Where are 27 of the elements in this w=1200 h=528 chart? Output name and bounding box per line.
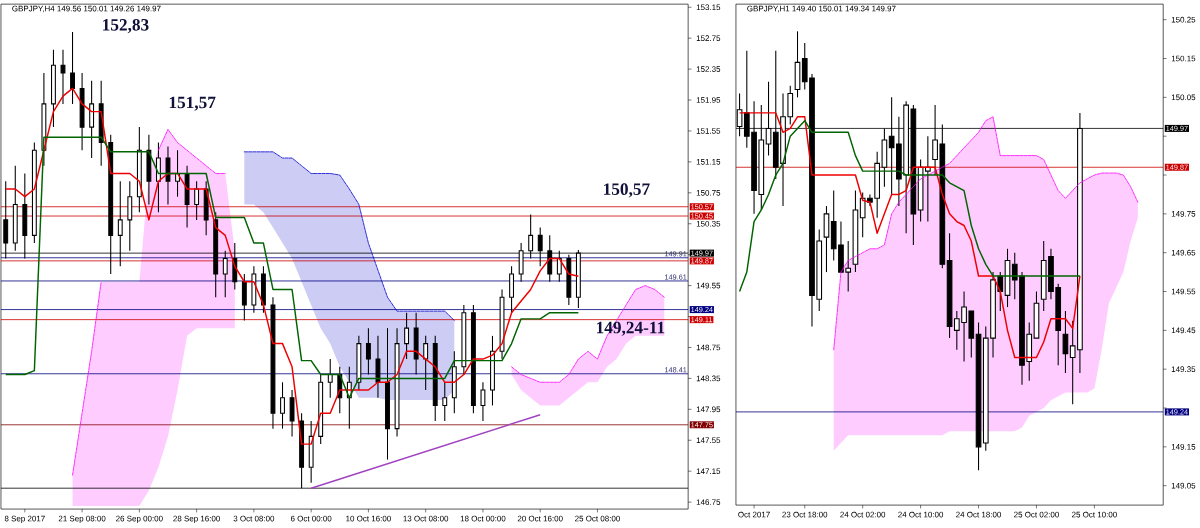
annotation: 150,57 [604, 183, 650, 198]
candlestick [480, 381, 486, 422]
candlestick [375, 335, 381, 399]
candlestick [289, 389, 295, 437]
candlestick [385, 327, 390, 461]
candlestick [184, 165, 190, 229]
candlestick [499, 288, 505, 360]
candlestick [461, 304, 467, 376]
candlestick [51, 49, 56, 128]
annotation: 151,57 [169, 96, 216, 111]
candlestick [251, 265, 257, 314]
candlestick [394, 327, 400, 437]
candlestick [270, 296, 276, 430]
candlestick [165, 145, 171, 205]
candlestick [89, 80, 95, 159]
candlestick [365, 327, 371, 376]
candlestick [280, 381, 285, 430]
candlestick [146, 134, 152, 205]
candlestick [79, 72, 85, 151]
candlestick [60, 49, 66, 105]
candlestick [356, 335, 362, 391]
candlestick [308, 420, 314, 484]
annotation: 149,24-11 [596, 321, 665, 336]
candlestick [327, 358, 333, 399]
annotation: 152,83 [103, 18, 149, 34]
candlestick [1062, 310, 1069, 374]
candlestick [413, 312, 419, 376]
